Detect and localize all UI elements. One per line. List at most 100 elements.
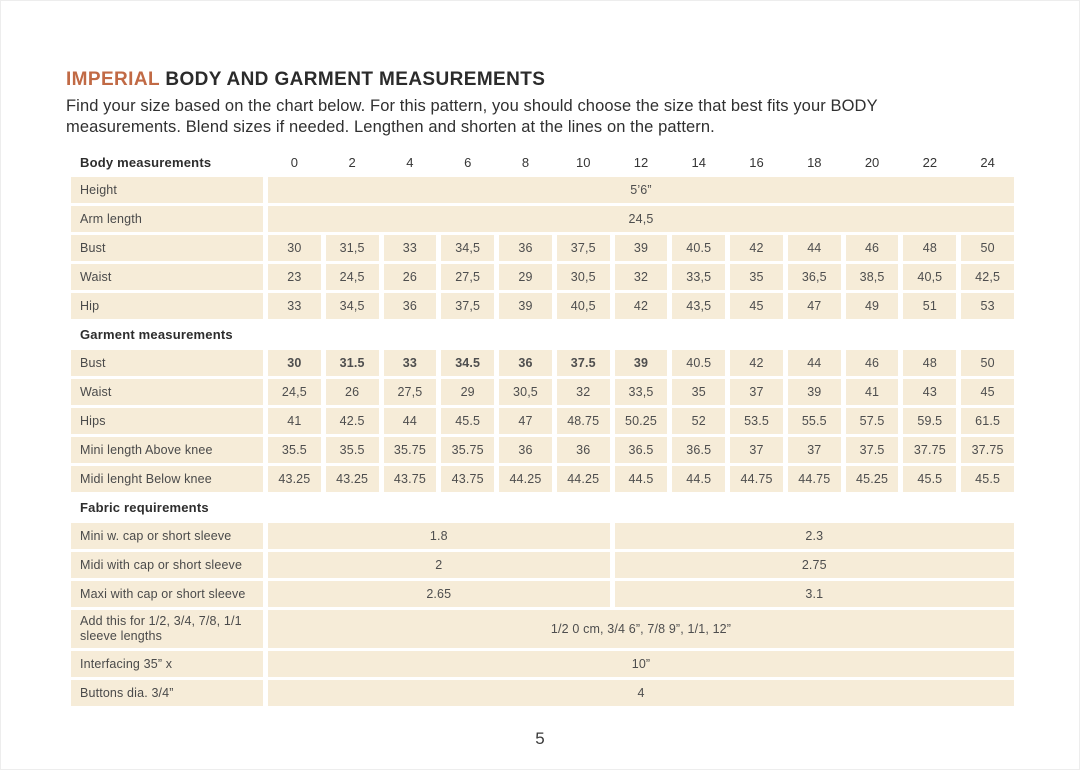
value-cell: 46 (845, 350, 899, 376)
intro-text: Find your size based on the chart below.… (66, 96, 1014, 138)
section-title: Fabric requirements (80, 500, 209, 515)
value-cell: 36.5 (672, 437, 726, 463)
value-cell: 42 (730, 235, 783, 261)
row-label: Bust (71, 235, 263, 261)
value-cell: 39 (614, 235, 668, 261)
value-cell: 36 (556, 437, 610, 463)
value-cell: 5’6” (268, 177, 1014, 203)
size-column-header: 20 (864, 155, 880, 170)
value-cell: 47 (787, 293, 841, 319)
value-cell: 52 (672, 408, 726, 434)
value-cell: 24,5 (325, 264, 379, 290)
value-cell: 36,5 (787, 264, 841, 290)
value-cell: 40,5 (903, 264, 957, 290)
value-cell: 44 (383, 408, 437, 434)
value-cell: 30,5 (499, 379, 552, 405)
value-cell: 43,5 (672, 293, 726, 319)
value-cell: 39 (499, 293, 552, 319)
value-cell: 23 (268, 264, 321, 290)
value-cell: 40,5 (556, 293, 610, 319)
value-cell: 44.5 (672, 466, 726, 492)
size-column-header: 22 (922, 155, 938, 170)
value-cell: 44.5 (614, 466, 668, 492)
value-cell: 3.1 (614, 581, 1014, 607)
value-cell: 44.25 (499, 466, 552, 492)
value-cell: 37 (787, 437, 841, 463)
value-cell: 33,5 (672, 264, 726, 290)
row-label: Mini w. cap or short sleeve (71, 523, 263, 549)
value-cell: 27,5 (383, 379, 437, 405)
value-cell: 37 (730, 379, 783, 405)
row-label: Waist (71, 264, 263, 290)
row-label: Add this for 1/2, 3/4, 7/8, 1/1 sleeve l… (71, 610, 263, 648)
value-cell: 30,5 (556, 264, 610, 290)
value-cell: 45.5 (903, 466, 957, 492)
value-cell: 4 (268, 680, 1014, 706)
value-cell: 38,5 (845, 264, 899, 290)
row-label: Maxi with cap or short sleeve (71, 581, 263, 607)
value-cell: 2.75 (614, 552, 1014, 578)
value-cell: 48 (903, 350, 957, 376)
row-label: Midi lenght Below knee (71, 466, 263, 492)
value-cell: 41 (268, 408, 321, 434)
row-label: Buttons dia. 3/4” (71, 680, 263, 706)
row-label: Mini length Above knee (71, 437, 263, 463)
value-cell: 44 (787, 235, 841, 261)
value-cell: 44.75 (787, 466, 841, 492)
value-cell: 50 (961, 350, 1014, 376)
value-cell: 34.5 (441, 350, 495, 376)
size-column-header: 12 (633, 155, 649, 170)
row-label: Hips (71, 408, 263, 434)
value-cell: 10” (268, 651, 1014, 677)
value-cell: 37,5 (441, 293, 495, 319)
value-cell: 47 (499, 408, 552, 434)
value-cell: 57.5 (845, 408, 899, 434)
value-cell: 30 (268, 350, 321, 376)
value-cell: 40.5 (672, 350, 726, 376)
value-cell: 26 (383, 264, 437, 290)
value-cell: 27,5 (441, 264, 495, 290)
size-column-header: 0 (290, 155, 298, 170)
value-cell: 43.25 (325, 466, 379, 492)
row-label: Waist (71, 379, 263, 405)
table-header-label: Body measurements (80, 155, 212, 170)
measurements-table: Body measurements 0 2 4 6 8 10 12 14 16 18 20 22 24 He… (71, 151, 1014, 706)
row-label: Bust (71, 350, 263, 376)
value-cell: 48 (903, 235, 957, 261)
value-cell: 33 (268, 293, 321, 319)
value-cell: 45.5 (961, 466, 1014, 492)
value-cell: 46 (845, 235, 899, 261)
value-cell: 29 (441, 379, 495, 405)
intro-line-2: measurements. Blend sizes if needed. Len… (66, 118, 715, 136)
size-column-header: 4 (406, 155, 414, 170)
value-cell: 43.75 (441, 466, 495, 492)
value-cell: 45.25 (845, 466, 899, 492)
page-number: 5 (535, 729, 545, 748)
document-page: IMPERIAL BODY AND GARMENT MEASUREMENTS F… (1, 1, 1079, 706)
value-cell: 32 (614, 264, 668, 290)
page-title: IMPERIAL BODY AND GARMENT MEASUREMENTS (66, 69, 1014, 91)
value-cell: 42.5 (325, 408, 379, 434)
section-title: Garment measurements (80, 327, 233, 342)
value-cell: 43 (903, 379, 957, 405)
value-cell: 59.5 (903, 408, 957, 434)
value-cell: 36 (499, 437, 552, 463)
value-cell: 35.5 (325, 437, 379, 463)
value-cell: 45.5 (441, 408, 495, 434)
value-cell: 50.25 (614, 408, 668, 434)
value-cell: 50 (961, 235, 1014, 261)
size-column-header: 2 (348, 155, 356, 170)
row-label: Height (71, 177, 263, 203)
size-column-header: 10 (575, 155, 591, 170)
value-cell: 37,5 (556, 235, 610, 261)
value-cell: 33 (383, 350, 437, 376)
value-cell: 33,5 (614, 379, 668, 405)
row-label: Midi with cap or short sleeve (71, 552, 263, 578)
value-cell: 37.75 (961, 437, 1014, 463)
value-cell: 31,5 (325, 235, 379, 261)
value-cell: 61.5 (961, 408, 1014, 434)
value-cell: 26 (325, 379, 379, 405)
value-cell: 34,5 (441, 235, 495, 261)
value-cell: 33 (383, 235, 437, 261)
value-cell: 44.25 (556, 466, 610, 492)
